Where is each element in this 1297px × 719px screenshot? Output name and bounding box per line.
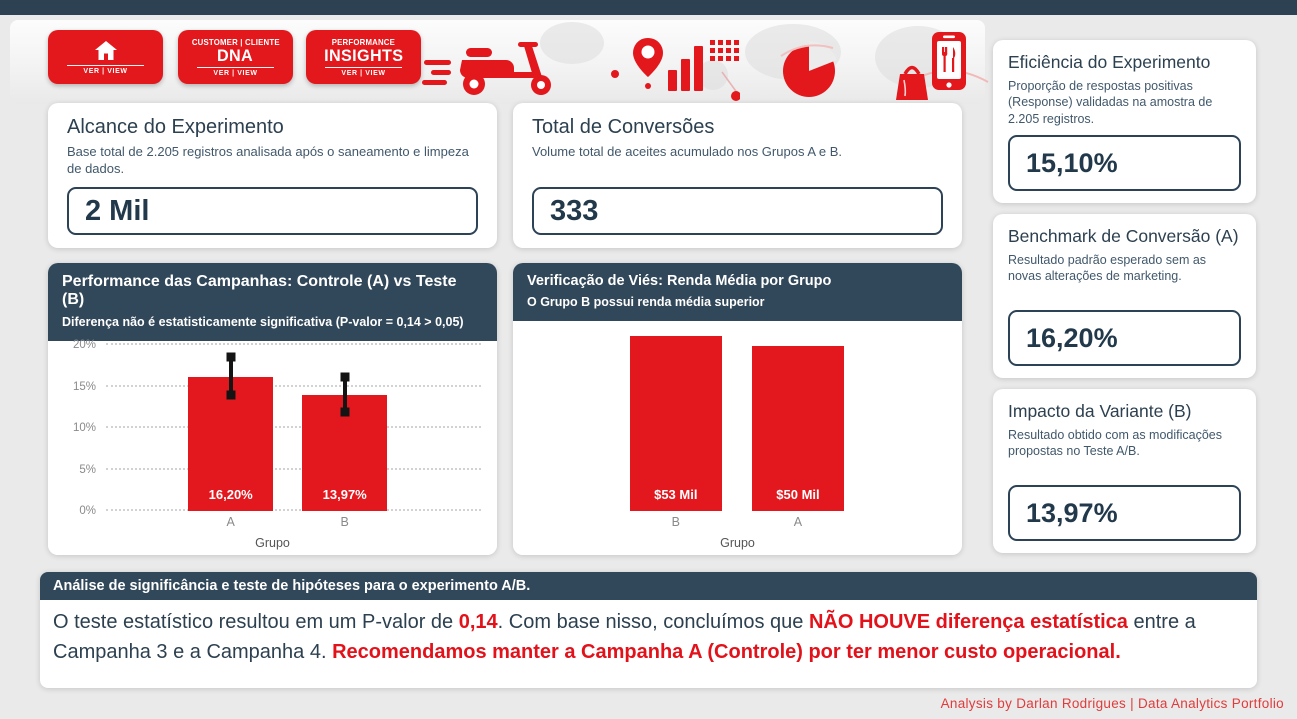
x-axis-tick: A [793,515,803,529]
bar-value-label: 13,97% [322,487,367,502]
card-description: Base total de 2.205 registros analisada … [67,144,469,176]
analysis-box: Análise de significância e teste de hipó… [40,572,1257,688]
y-axis-tick: 0% [79,505,96,517]
card-title: Eficiência do Experimento [1008,52,1211,72]
scooter-icon [422,42,551,95]
nav-button-caption: VER | VIEW [213,70,258,78]
analysis-segment: entre a Campanha 3 e a Campanha 4. [53,611,1196,663]
analysis-segment: O teste estatístico resultou em um P-val… [53,611,459,633]
error-bar [342,377,347,413]
nav-button-mainlabel: INSIGHTS [323,45,404,65]
y-axis-tick: 20% [72,339,96,351]
gridline [106,509,481,511]
kpi-value: 16,20% [1008,310,1241,366]
bar-A[interactable]: $50 Mil [752,346,844,511]
side-card-benchmark: Benchmark de Conversão (A) Resultado pad… [993,214,1256,378]
kpi-value: 15,10% [1008,135,1241,191]
kpi-value: 333 [532,187,943,235]
nav-button-performance-insights[interactable]: PERFORMANCE INSIGHTS VER | VIEW [306,30,421,84]
card-description: Proporção de respostas positivas (Respon… [1008,79,1213,126]
bar-plot: 0% 5% 10% 15% 20% 16,20% 13,97% [73,339,481,517]
card-title: Benchmark de Conversão (A) [1008,226,1239,246]
button-divider [67,64,144,66]
y-axis-tick: 10% [72,422,96,434]
x-axis-title: Grupo [720,536,755,550]
nav-button-toplabel: PERFORMANCE [331,36,396,47]
chart-subtitle: O Grupo B possui renda média superior [527,295,765,309]
gridline [106,426,481,428]
analysis-segment: Recomendamos manter a Campanha A (Contro… [332,641,1121,663]
banner: VER | VIEW CUSTOMER | CLIENTE DNA VER | … [10,20,989,104]
error-bar-cap [226,352,236,362]
kpi-value: 13,97% [1008,485,1241,541]
gridline [106,384,481,387]
top-bar [0,0,1297,15]
gray-blob [540,22,604,64]
campaign-performance-chart-card: Performance das Campanhas: Controle (A) … [48,263,497,555]
gridline [106,343,481,345]
y-axis-tick: 15% [72,380,96,393]
nav-button-caption: VER | VIEW [341,70,386,78]
bar-value-label: $50 Mil [776,487,820,502]
nav-button-customer-dna[interactable]: CUSTOMER | CLIENTE DNA VER | VIEW [178,30,293,84]
card-description: Resultado obtido com as modificações pro… [1008,428,1223,459]
bar-plot: $53 Mil $50 Mil [529,333,946,511]
bar-B[interactable]: $53 Mil [629,336,722,511]
error-bar-cap [226,390,236,400]
footer-credit: Analysis by Darlan Rodrigues | Data Anal… [940,696,1284,711]
nav-button-home[interactable]: VER | VIEW [48,30,163,84]
x-axis-title: Grupo [255,536,290,550]
food-delivery-phone-icon [896,32,989,100]
chart-title: Performance das Campanhas: Controle (A) … [62,273,457,308]
card-title: Total de Conversões [532,116,715,138]
card-description: Resultado padrão esperado sem as novas a… [1008,253,1207,284]
kpi-card-alcance: Alcance do Experimento Base total de 2.2… [48,103,497,248]
nav-button-mainlabel: DNA [217,45,254,65]
kpi-card-conversoes: Total de Conversões Volume total de acei… [513,103,962,248]
kpi-value: 2 Mil [67,187,478,235]
nav-button-toplabel: CUSTOMER | CLIENTE [191,36,280,47]
nav-button-caption: VER | VIEW [83,67,128,75]
x-axis-tick: B [671,515,680,529]
chart-header: Verificação de Viés: Renda Média por Gru… [513,263,962,321]
gridline [106,467,481,470]
analysis-text: O teste estatístico resultou em um P-val… [40,600,1257,674]
card-title: Alcance do Experimento [67,116,284,138]
x-axis-tick: A [226,515,235,529]
analysis-header: Análise de significância e teste de hipó… [40,572,1257,600]
button-divider [197,67,274,69]
mini-bar-chart-icon [668,46,703,91]
error-bar-cap [340,372,350,382]
shopping-bag-icon [896,65,928,100]
analysis-segment: . Com base nisso, concluímos que [497,611,809,633]
card-description: Volume total de aceites acumulado nos Gr… [532,144,843,159]
bar-value-label: $53 Mil [654,487,698,502]
analysis-segment: 0,14 [458,611,498,633]
error-bar [228,357,233,395]
y-axis-tick: 5% [79,463,96,476]
income-bias-chart-card: Verificação de Viés: Renda Média por Gru… [513,263,962,555]
error-bar-cap [340,407,350,417]
dot-grid-icon [710,40,739,61]
chart-header: Performance das Campanhas: Controle (A) … [48,263,497,341]
pie-chart-icon [780,40,837,97]
home-icon [94,40,117,60]
x-axis-tick: B [340,515,349,529]
map-pin-icon [611,38,740,101]
chart-title: Verificação de Viés: Renda Média por Gru… [527,273,832,289]
button-divider [325,67,402,69]
side-card-eficiencia: Eficiência do Experimento Proporção de r… [993,40,1256,203]
card-title: Impacto da Variante (B) [1008,401,1192,421]
side-card-impacto: Impacto da Variante (B) Resultado obtido… [993,389,1256,553]
analysis-segment: NÃO HOUVE diferença estatística [808,611,1128,633]
chart-subtitle: Diferença não é estatisticamente signifi… [62,315,464,329]
bar-value-label: 16,20% [208,487,253,502]
